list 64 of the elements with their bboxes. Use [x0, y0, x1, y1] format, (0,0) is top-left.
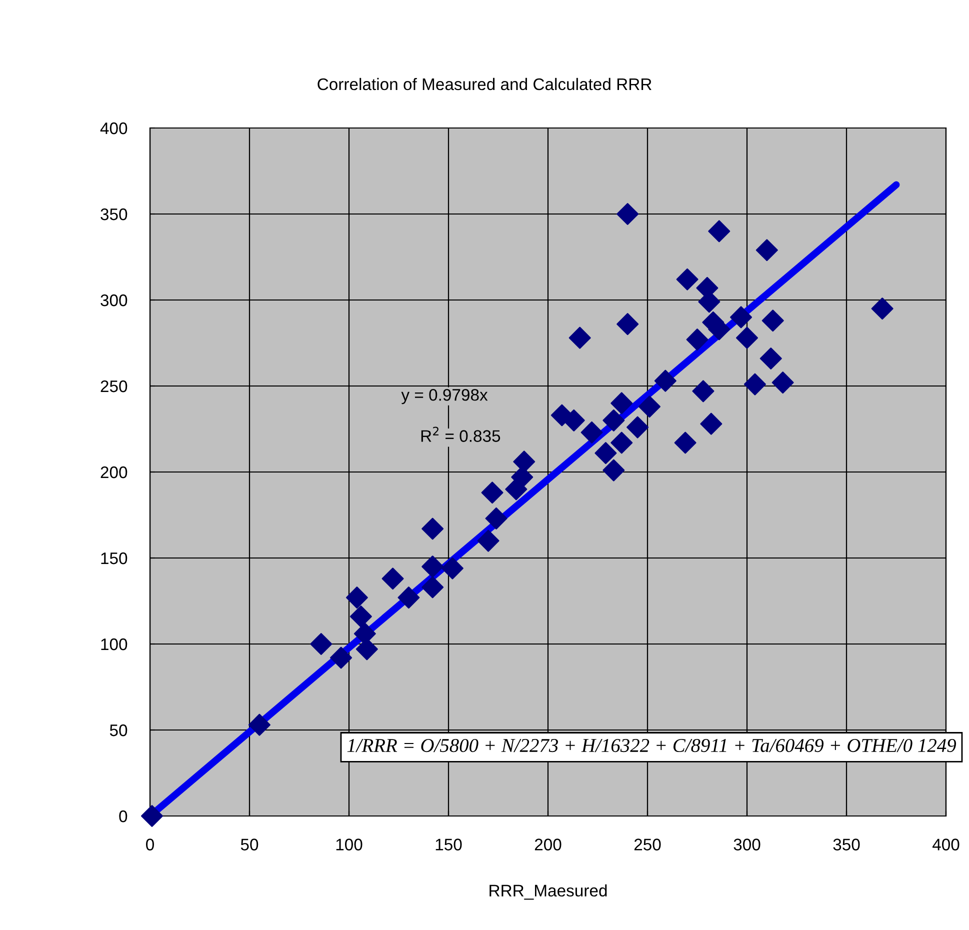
point	[674, 432, 696, 454]
x-tick-label: 150	[436, 838, 462, 850]
y-tick-label: 300	[100, 294, 128, 306]
point	[610, 392, 633, 414]
point	[686, 328, 708, 351]
point	[730, 306, 752, 328]
point	[398, 586, 420, 609]
point	[330, 646, 352, 669]
point	[610, 432, 633, 454]
point	[422, 518, 444, 540]
point	[140, 805, 163, 827]
point	[594, 442, 617, 464]
y-tick-label: 0	[119, 810, 128, 822]
y-tick-label: 150	[101, 552, 128, 564]
point	[422, 576, 444, 598]
x-tick-label: 400	[932, 838, 960, 850]
y-tick-label: 250	[100, 380, 128, 392]
annotation: R$^{2}$ = 0.835	[421, 426, 500, 442]
point	[441, 557, 464, 580]
point	[568, 326, 591, 349]
point	[382, 568, 404, 590]
x-axis-title: RRR_Maesured	[490, 884, 607, 900]
point	[692, 380, 714, 402]
y-tick-label: 400	[100, 122, 128, 134]
point	[772, 372, 794, 394]
annotation: 1/RRR = O/5800 + N/2273 + H/16322 + C/8911 + Ta/60469 + OTHE/0 1249	[347, 738, 956, 752]
point	[760, 347, 782, 370]
point	[676, 268, 698, 290]
y-tick-label: 50	[110, 724, 128, 736]
annotation: y = 0.9798x	[401, 388, 488, 404]
point	[762, 310, 784, 332]
point	[626, 416, 649, 438]
point	[616, 203, 639, 225]
point	[654, 370, 676, 392]
point	[346, 586, 368, 609]
x-tick-label: 0	[146, 838, 154, 850]
point	[580, 421, 603, 444]
x-tick-label: 200	[534, 838, 562, 850]
x-tick-label: 350	[833, 838, 860, 850]
point	[477, 530, 500, 552]
point	[744, 373, 766, 396]
point	[616, 313, 639, 336]
x-tick-label: 50	[240, 838, 258, 850]
x-tick-label: 250	[634, 838, 661, 850]
point	[350, 605, 372, 628]
y-tick-label: 100	[101, 638, 128, 650]
point	[638, 396, 660, 418]
x-tick-label: 100	[336, 838, 362, 850]
point	[756, 239, 778, 262]
point	[481, 482, 504, 504]
point	[248, 714, 270, 736]
y-tick-label: 350	[100, 208, 128, 220]
point	[700, 412, 722, 435]
point	[422, 556, 444, 578]
x-tick-label: 300	[734, 838, 760, 850]
point	[602, 409, 625, 432]
y-tick-label: 200	[100, 466, 128, 478]
point	[485, 507, 508, 530]
chart-title: Correlation of Measured and Calculated RRR	[318, 78, 652, 90]
point	[602, 459, 625, 482]
point	[736, 326, 758, 349]
point	[708, 220, 730, 242]
point	[871, 298, 894, 320]
point	[310, 633, 332, 655]
